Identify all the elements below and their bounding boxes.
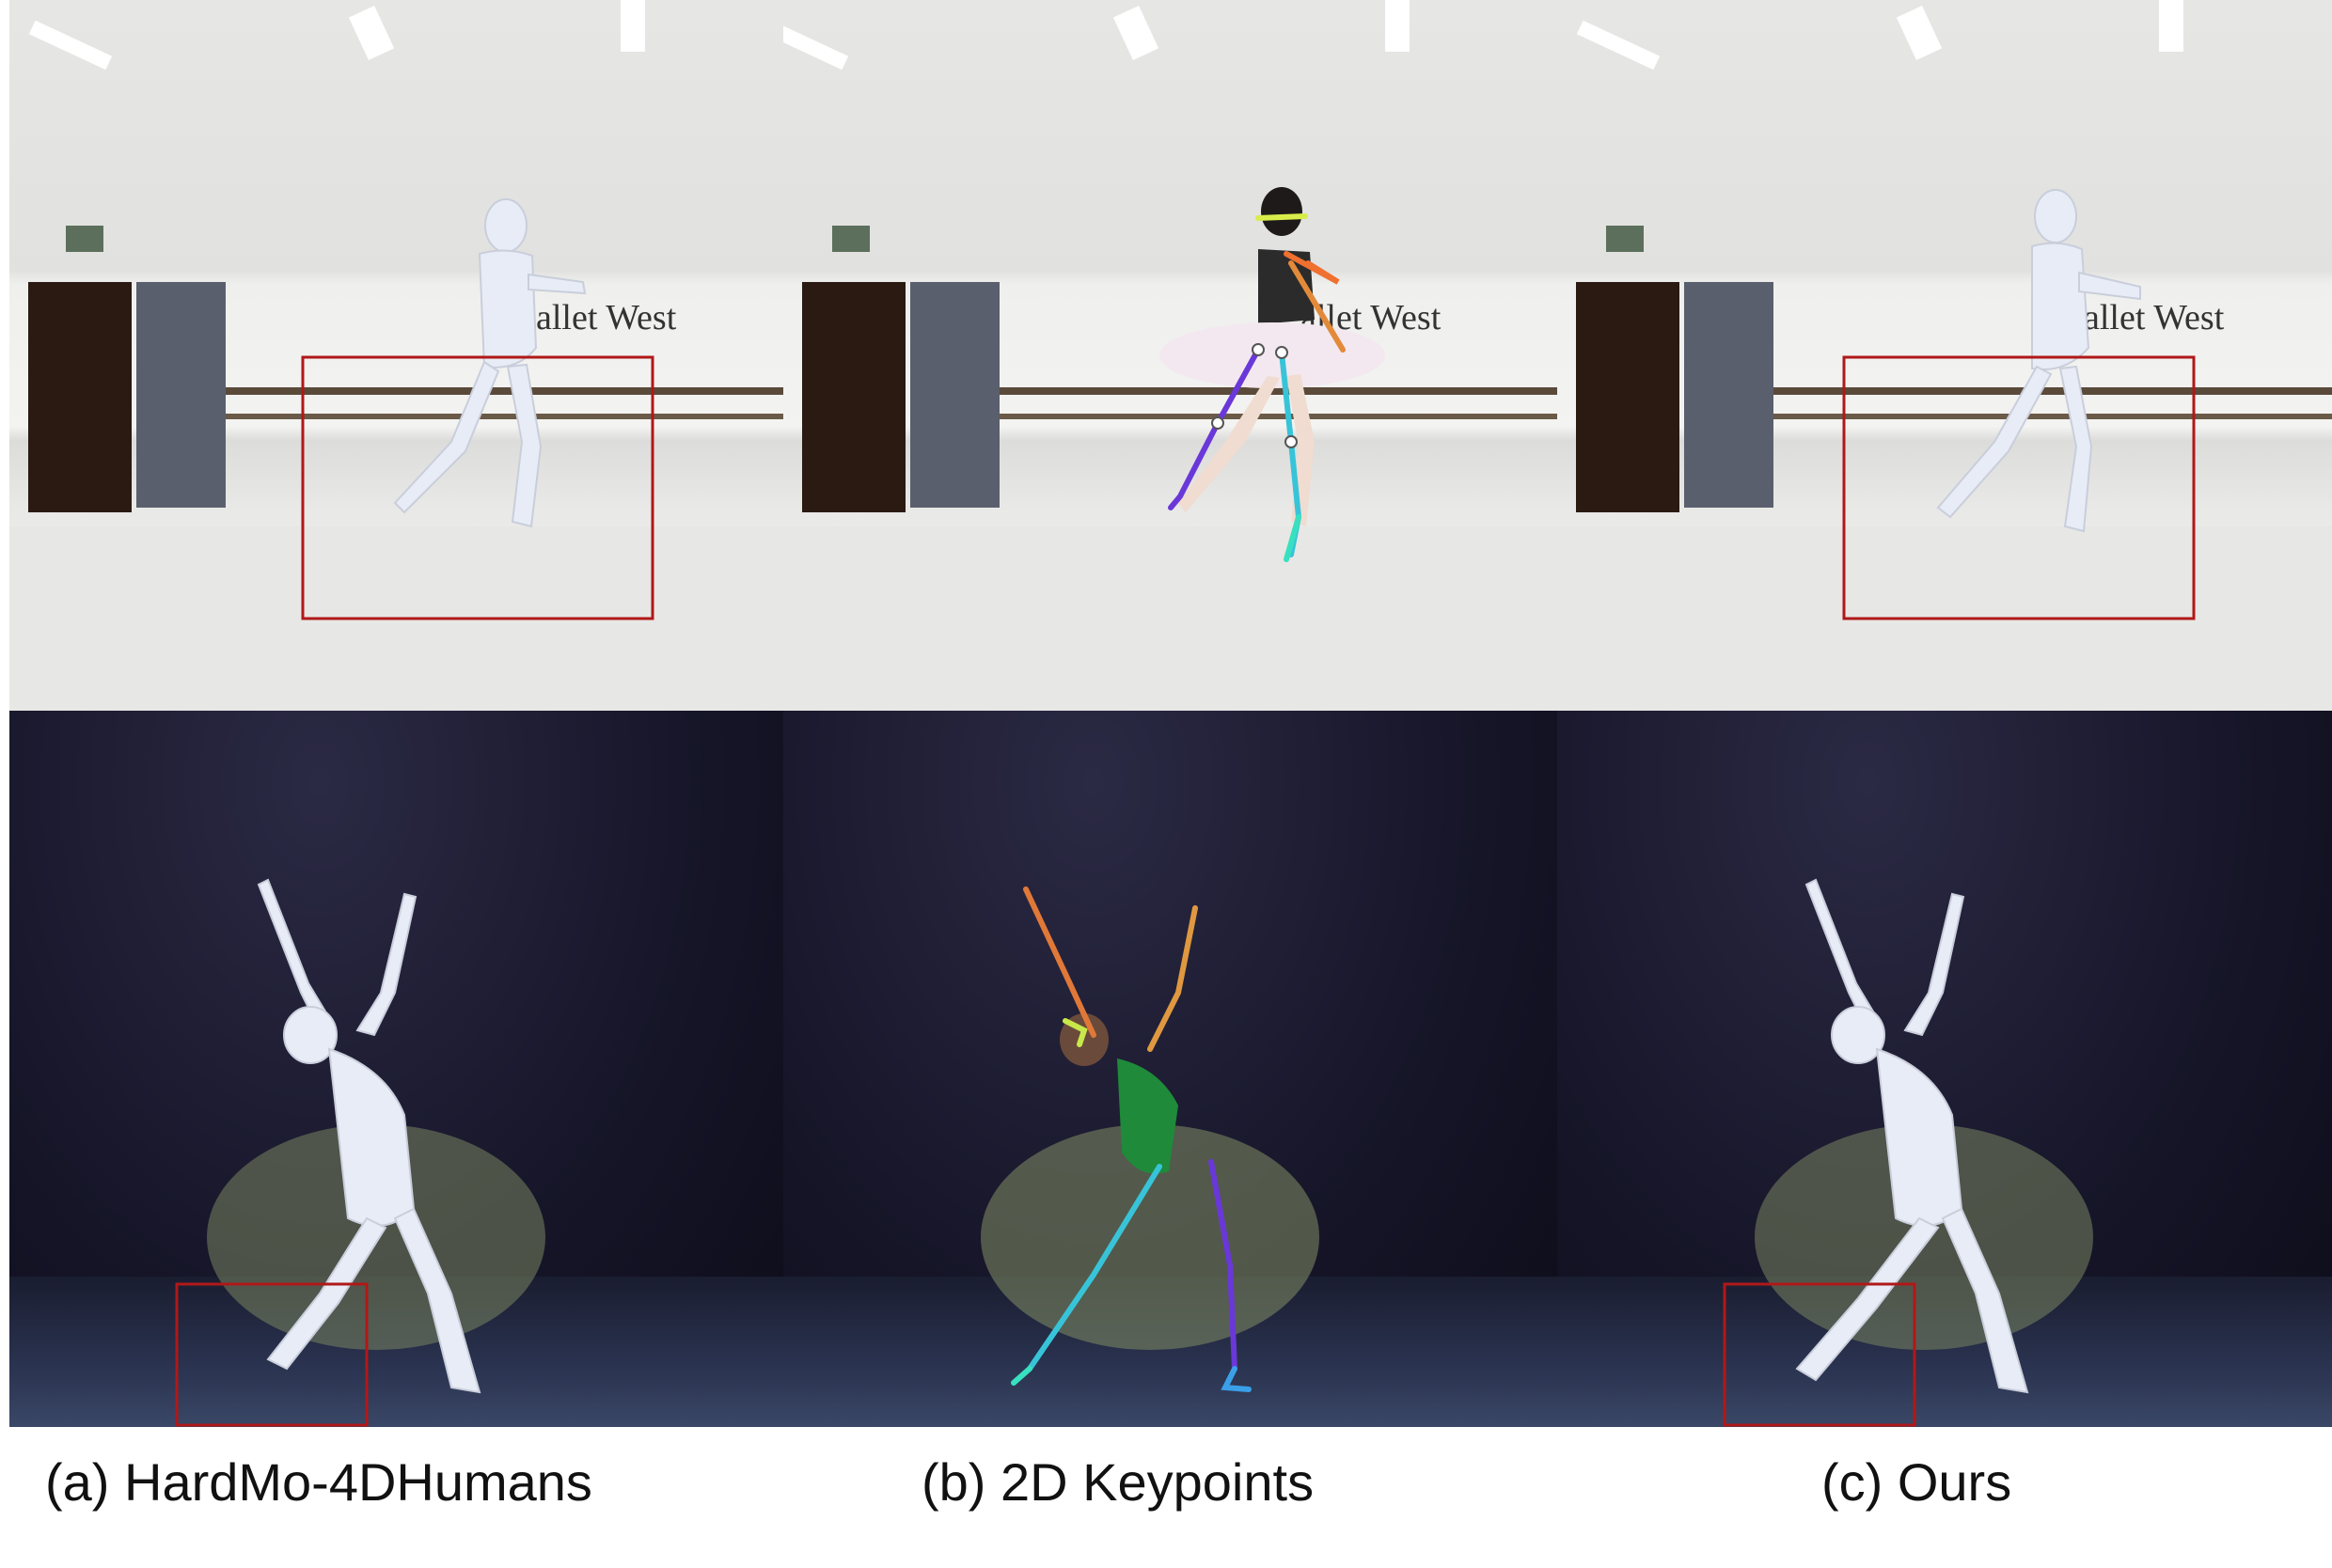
comparison-figure: allet West allet West bbox=[9, 0, 2332, 1427]
panel-stage-hardmo bbox=[9, 711, 783, 1427]
panel-studio-hardmo: allet West bbox=[9, 0, 783, 711]
caption-keypoints: (b) 2D Keypoints bbox=[922, 1452, 1315, 1512]
panel-stage-keypoints bbox=[783, 711, 1557, 1427]
panel-studio-keypoints: allet West bbox=[783, 0, 1557, 711]
highlight-box bbox=[301, 355, 654, 620]
panel-stage-ours bbox=[1557, 711, 2332, 1427]
svg-text:allet West: allet West bbox=[2084, 298, 2225, 337]
panel-studio-ours: allet West bbox=[1557, 0, 2332, 711]
caption-ours: (c) Ours bbox=[1821, 1452, 2012, 1512]
caption-row: (a) HardMo-4DHumans (b) 2D Keypoints (c)… bbox=[0, 1438, 2332, 1542]
caption-hardmo: (a) HardMo-4DHumans bbox=[45, 1452, 592, 1512]
studio-sign: allet West bbox=[536, 298, 677, 337]
